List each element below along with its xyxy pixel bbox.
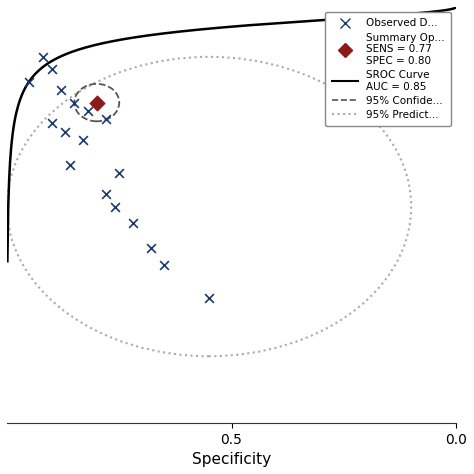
Point [39,53,46,61]
Point [111,203,118,210]
Point [26,78,33,86]
Point [80,136,87,144]
Point [71,99,78,106]
Point [62,128,69,136]
Point [102,116,109,123]
Point [205,294,213,302]
Point [66,161,73,169]
Legend: Observed D..., Summary Op...
SENS = 0.77
SPEC = 0.80, SROC Curve
AUC = 0.85, 95%: Observed D..., Summary Op... SENS = 0.77… [326,12,451,126]
Point [48,65,55,73]
Point [93,99,100,106]
Point [48,119,55,127]
X-axis label: Specificity: Specificity [192,452,271,467]
Point [102,190,109,198]
Point [84,107,91,115]
Point [57,86,64,94]
Point [116,170,123,177]
Point [160,261,168,269]
Point [129,219,137,227]
Point [147,244,155,252]
